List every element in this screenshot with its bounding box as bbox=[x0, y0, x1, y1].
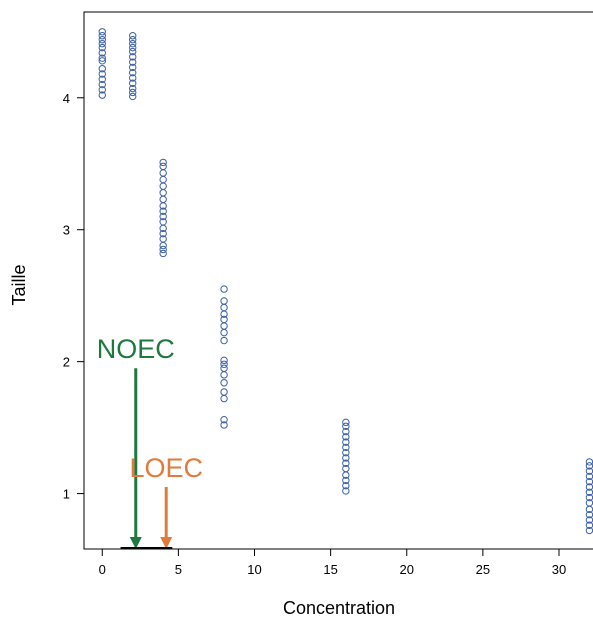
data-point bbox=[159, 229, 167, 238]
annotations: NOEC LOEC bbox=[97, 334, 203, 549]
data-point bbox=[159, 169, 167, 177]
x-axis: 0 5 10 15 20 25 30 bbox=[99, 549, 566, 577]
data-point bbox=[220, 303, 228, 312]
data-point bbox=[220, 285, 228, 293]
data-point bbox=[129, 63, 137, 72]
data-point bbox=[98, 86, 106, 94]
y-tick-label: 4 bbox=[63, 91, 70, 106]
x-tick-label: 10 bbox=[247, 562, 261, 577]
data-point bbox=[159, 158, 167, 167]
x-tick-label: 0 bbox=[99, 562, 106, 577]
data-point bbox=[129, 43, 137, 52]
data-point bbox=[342, 487, 350, 495]
data-point bbox=[98, 54, 106, 62]
data-point bbox=[342, 476, 350, 485]
data-point bbox=[342, 433, 350, 441]
data-point bbox=[220, 421, 228, 429]
data-point bbox=[220, 336, 228, 345]
data-point bbox=[585, 458, 593, 466]
data-point bbox=[159, 235, 167, 243]
data-point bbox=[98, 28, 106, 36]
data-point bbox=[220, 322, 228, 330]
data-point bbox=[220, 356, 228, 365]
data-point bbox=[220, 360, 228, 368]
data-point bbox=[129, 58, 137, 66]
data-point bbox=[342, 459, 350, 467]
y-tick-label: 3 bbox=[63, 223, 70, 238]
noec-arrow-head bbox=[129, 537, 142, 549]
data-point bbox=[129, 84, 137, 93]
y-tick-label: 1 bbox=[63, 487, 70, 502]
data-point bbox=[220, 315, 228, 324]
x-tick-label: 30 bbox=[552, 562, 566, 577]
data-point bbox=[98, 39, 106, 48]
data-point bbox=[342, 422, 350, 430]
loec-arrow-head bbox=[160, 537, 173, 549]
data-point bbox=[129, 79, 137, 87]
data-point bbox=[342, 443, 350, 452]
data-point bbox=[129, 92, 137, 101]
data-point bbox=[98, 49, 106, 57]
data-point bbox=[129, 74, 137, 82]
x-tick-label: 5 bbox=[175, 562, 182, 577]
data-point bbox=[220, 379, 228, 387]
data-point bbox=[98, 43, 106, 52]
data-point bbox=[129, 36, 137, 44]
data-point bbox=[220, 371, 228, 379]
data-point bbox=[220, 394, 228, 403]
data-point bbox=[159, 195, 167, 204]
data-point bbox=[129, 53, 137, 61]
data-point bbox=[159, 218, 167, 226]
data-point bbox=[129, 68, 137, 77]
data-point bbox=[98, 91, 106, 99]
data-point bbox=[129, 32, 137, 40]
data-point bbox=[98, 57, 106, 65]
x-axis-title: Concentration bbox=[283, 598, 395, 617]
data-point bbox=[342, 427, 350, 436]
data-point bbox=[129, 88, 137, 97]
data-point bbox=[129, 39, 137, 48]
data-point bbox=[159, 162, 167, 171]
data-point bbox=[159, 182, 167, 190]
data-point bbox=[159, 245, 167, 254]
data-point bbox=[342, 418, 350, 427]
data-point bbox=[220, 297, 228, 305]
y-tick-label: 2 bbox=[63, 355, 70, 370]
data-point bbox=[159, 207, 167, 215]
data-point bbox=[342, 454, 350, 462]
y-axis-title: Taille bbox=[9, 264, 29, 305]
data-point bbox=[159, 212, 167, 221]
plot-frame bbox=[83, 11, 593, 550]
data-point bbox=[159, 249, 167, 258]
data-point bbox=[342, 481, 350, 490]
data-point bbox=[98, 36, 106, 44]
data-point bbox=[98, 75, 106, 83]
noec-label: NOEC bbox=[97, 334, 175, 364]
x-tick-label: 25 bbox=[476, 562, 490, 577]
x-tick-label: 20 bbox=[400, 562, 414, 577]
data-point bbox=[159, 175, 167, 184]
x-tick-label: 15 bbox=[323, 562, 337, 577]
data-point bbox=[220, 364, 228, 372]
data-point bbox=[98, 65, 106, 73]
data-point bbox=[98, 80, 106, 89]
data-point bbox=[159, 189, 167, 197]
data-point bbox=[342, 448, 350, 457]
data-point bbox=[342, 438, 350, 446]
data-point bbox=[220, 328, 228, 337]
data-point bbox=[220, 415, 228, 424]
data-point bbox=[159, 241, 167, 250]
data-point bbox=[220, 388, 228, 396]
y-axis: 1 2 3 4 bbox=[63, 91, 84, 502]
data-point bbox=[98, 32, 106, 40]
data-point bbox=[342, 464, 350, 473]
data-point bbox=[98, 70, 106, 78]
loec-label: LOEC bbox=[129, 453, 203, 483]
data-point bbox=[129, 47, 137, 56]
